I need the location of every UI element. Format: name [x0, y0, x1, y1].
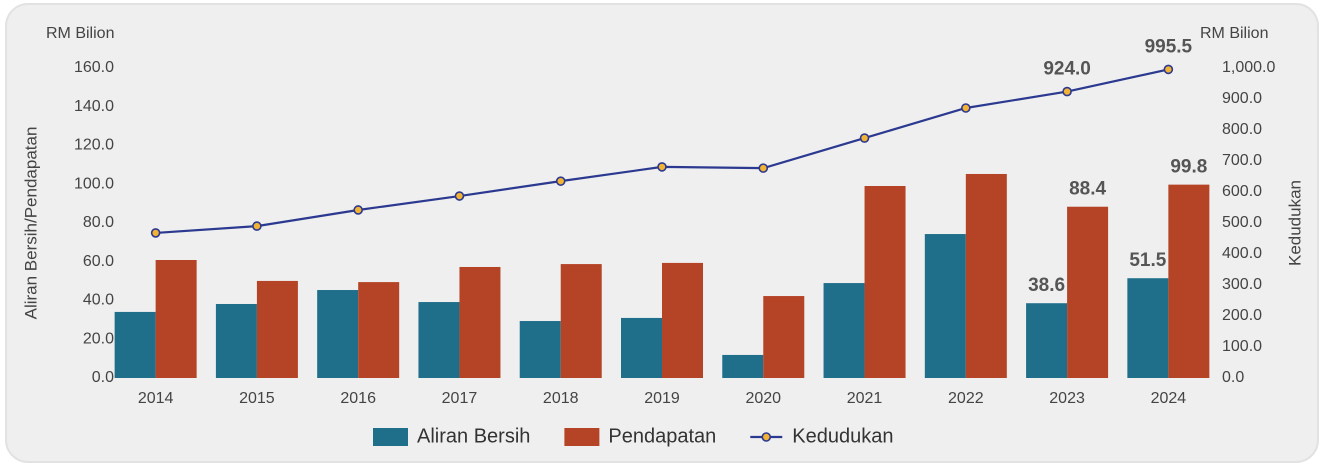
bar [519, 321, 561, 378]
x-tick-label: 2017 [442, 390, 478, 407]
y2-tick-label: 700.0 [1222, 152, 1262, 169]
y2-tick-label: 500.0 [1222, 214, 1262, 231]
marker [353, 205, 363, 215]
x-tick-label: 2018 [543, 390, 579, 407]
marker [555, 176, 566, 186]
y2-tick-label: 200.0 [1222, 307, 1262, 324]
y-tick-label: 40.0 [83, 292, 114, 309]
x-tick-label: 2023 [1049, 390, 1085, 407]
bar [418, 302, 460, 378]
bar [621, 317, 662, 378]
marker [1163, 64, 1174, 75]
value-label: 995.5 [1145, 36, 1193, 57]
x-tick-label: 2020 [745, 390, 781, 407]
x-tick-label: 2024 [1151, 390, 1187, 407]
bar [1067, 206, 1109, 378]
y2-axis-label: Kedudukan [1285, 180, 1304, 266]
value-label: 88.4 [1069, 179, 1106, 200]
y2-tick-label: 0.0 [1222, 369, 1244, 386]
bar [155, 260, 197, 378]
bar [1168, 184, 1210, 378]
marker [657, 162, 667, 172]
value-label: 51.5 [1129, 250, 1166, 271]
bar [1127, 278, 1169, 378]
bar [823, 283, 865, 378]
y2-tick-label: 1,000.0 [1222, 59, 1275, 76]
bar [763, 296, 805, 378]
marker [859, 133, 870, 143]
value-label: 38.6 [1028, 275, 1065, 296]
bar [924, 234, 966, 378]
bar [317, 290, 359, 378]
legend-swatch [564, 428, 600, 446]
y-tick-label: 100.0 [74, 175, 114, 192]
marker [1062, 86, 1072, 97]
x-tick-label: 2021 [847, 390, 883, 407]
legend-label: Pendapatan [608, 425, 716, 447]
y2-tick-label: 400.0 [1222, 245, 1262, 262]
marker [454, 191, 465, 201]
bar [965, 173, 1007, 378]
y2-tick-label: 100.0 [1222, 338, 1262, 355]
marker [252, 221, 262, 231]
y2-tick-label: 300.0 [1222, 276, 1262, 293]
value-label: 924.0 [1043, 59, 1091, 80]
value-label: 99.8 [1170, 157, 1207, 178]
x-tick-label: 2016 [340, 390, 376, 407]
y2-tick-label: 900.0 [1222, 90, 1262, 107]
bar [662, 262, 703, 378]
y-tick-label: 120.0 [74, 137, 114, 154]
bar [560, 264, 602, 378]
y-tick-label: 160.0 [74, 59, 114, 76]
legend-swatch [761, 432, 772, 442]
y-unit-left: RM Bilion [46, 25, 114, 42]
y-tick-label: 20.0 [83, 330, 114, 347]
x-tick-label: 2014 [138, 390, 174, 407]
legend-label: Aliran Bersih [417, 425, 530, 447]
bar [864, 185, 906, 378]
y2-tick-label: 600.0 [1222, 183, 1262, 200]
y-unit-right: RM Bilion [1200, 25, 1268, 42]
y-tick-label: 60.0 [83, 253, 114, 270]
y-axis-label: Aliran Bersih/Pendapatan [21, 127, 40, 320]
x-tick-label: 2022 [948, 390, 984, 407]
x-tick-label: 2015 [239, 390, 275, 407]
marker [961, 103, 971, 113]
x-tick-label: 2019 [644, 390, 680, 407]
y-tick-label: 80.0 [83, 214, 114, 231]
legend-swatch [373, 428, 408, 446]
y-tick-label: 0.0 [92, 369, 114, 386]
bar [256, 280, 298, 378]
bar [114, 311, 156, 378]
marker [758, 163, 769, 173]
y-tick-label: 140.0 [74, 98, 114, 115]
bar [215, 303, 257, 378]
bar [1026, 303, 1068, 378]
y2-tick-label: 800.0 [1222, 121, 1262, 138]
bar [722, 354, 764, 378]
legend-label: Kedudukan [792, 425, 893, 447]
marker [150, 228, 161, 238]
bar [459, 266, 501, 378]
bar [358, 282, 400, 378]
